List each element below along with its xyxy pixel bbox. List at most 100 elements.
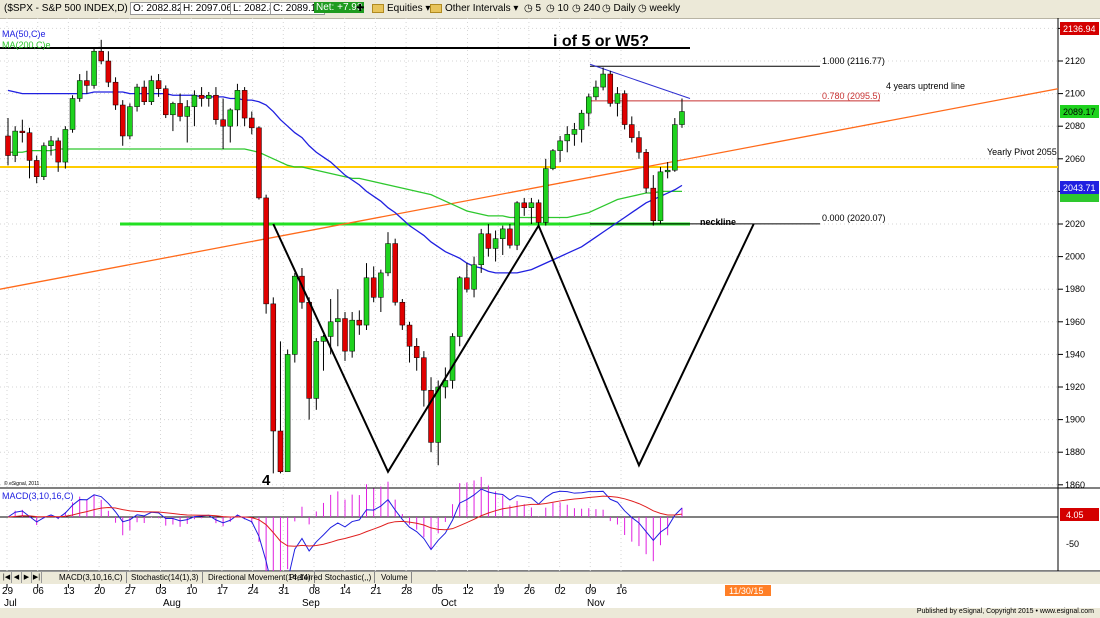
top-price-text: 2136.94 [1063,24,1096,34]
next-tab-arrow-icon[interactable]: ▶ [22,572,32,583]
month-label: Aug [163,598,181,608]
candle-body [134,86,140,107]
first-tab-arrow-icon[interactable]: |◀ [2,572,12,583]
candle-body [664,169,671,173]
candle-body [528,202,535,208]
date-tick-label: 21 [370,586,382,597]
candle-body [385,243,391,274]
other-intervals-menu[interactable]: Other Intervals ▾ [430,3,518,14]
candle-body [313,341,320,399]
candle-body [184,106,190,117]
footer-text: Published by eSignal, Copyright 2015 • w… [916,608,1094,615]
candle-body [421,357,427,391]
macd-line [7,488,683,571]
top-price-marker [1060,22,1099,35]
date-tick-label: 10 [186,586,198,597]
candle-body [198,94,205,99]
date-tick-label: 31 [278,586,290,597]
candle-body [435,386,441,443]
level-lines [0,46,1059,290]
candle-body [614,93,621,104]
candle-body [672,124,678,171]
macd-value-text: 4.05 [1066,510,1084,520]
interval-240-button[interactable]: ◷ 240 [572,3,601,14]
candle-body [292,275,298,355]
candle-body [26,132,33,161]
candle-body [256,127,262,199]
candle-body [306,301,312,399]
interval-weekly-button[interactable]: ◷ weekly [638,3,681,14]
candle-body [650,187,657,221]
candle-body [213,94,219,120]
candlesticks [5,39,685,474]
moving-average-lines [7,89,683,274]
symbol-label[interactable]: ($SPX - S&P 500 INDEX,D) I [4,3,134,14]
candle-body [249,117,255,129]
date-tick-label: 03 [156,586,168,597]
yearly-pivot-label: Yearly Pivot 2055 [987,147,1057,157]
prev-tab-arrow-icon[interactable]: ◀ [12,572,22,583]
candle-body [162,88,169,116]
date-tick-label: 27 [125,586,137,597]
candle-body [621,93,628,125]
price-tick-label: 2120 [1065,56,1085,66]
month-label: Nov [587,598,605,608]
candle-body [62,129,69,163]
month-label: Oct [441,598,457,608]
candle-body [492,238,499,249]
interval-5-button[interactable]: ◷ 5 [524,3,542,14]
candle-body [406,324,413,347]
price-tick-label: 1960 [1065,317,1085,327]
macd-indicator [0,476,1058,571]
price-tick-label: 1860 [1065,480,1085,490]
candle-body [141,86,147,103]
candle-body [392,243,398,303]
candle-body [335,318,341,323]
month-label: Sep [302,598,320,608]
macd-label: MACD(3,10,16,C) [2,491,74,501]
date-tick-label: 28 [401,586,413,597]
candle-body [91,50,97,86]
price-tick-label: 1980 [1065,284,1085,294]
interval-daily-button[interactable]: ◷ Daily [602,3,636,14]
candle-body [127,106,133,137]
price-chart: 1860188019001920194019601980200020202040… [0,18,1100,571]
indicator-tab-bar: |◀ ◀ ▶ ▶| MACD(3,10,16,C) Stochastic(14(… [0,571,1100,584]
add-icon[interactable]: ✚ [356,3,365,14]
price-tick-label: 1900 [1065,415,1085,425]
candle-body [550,150,556,169]
tab-directional-movement[interactable]: Directional Movement(14,14) [205,572,315,583]
candle-body [600,73,606,88]
candle-body [263,197,269,305]
last-price-text: 2089.17 [1063,107,1096,117]
price-tick-label: 2020 [1065,219,1085,229]
candle-body [84,80,90,86]
macd-value-marker [1060,508,1099,521]
last-tab-arrow-icon[interactable]: ▶| [32,572,42,583]
tab-macd[interactable]: MACD(3,10,16,C) [56,572,127,583]
wave-question-label: i of 5 or W5? [553,33,649,50]
ma50-price-marker [1060,181,1099,194]
price-tick-label: 1920 [1065,382,1085,392]
candle-body [485,233,492,249]
candle-body [578,112,585,130]
date-ticks: 29 06 13 20 27 03 10 17 24 31 08 14 21 28 05 12 19 26 02 09… [2,584,628,608]
candle-body [370,277,377,298]
tab-preferred-stochastic[interactable]: Preferred Stochastic(,,) [286,572,376,583]
date-tick-label: 17 [217,586,229,597]
candle-body [456,277,463,337]
date-tick-label: 19 [493,586,505,597]
footer: Published by eSignal, Copyright 2015 • w… [0,608,1100,618]
interval-10-button[interactable]: ◷ 10 [546,3,569,14]
tab-stochastic[interactable]: Stochastic(14(1),3) [128,572,203,583]
ma200-line [8,148,682,219]
fib-bottom-label: 0.000 (2020.07) [822,213,886,223]
candle-body [327,321,334,337]
high-value: H: 2097.06 [180,2,235,15]
candle-body [277,430,284,473]
candle-body [586,96,592,114]
equities-menu[interactable]: Equities ▾ [372,3,430,14]
candle-body [363,277,370,326]
tab-volume[interactable]: Volume [378,572,412,583]
candle-body [629,124,635,138]
